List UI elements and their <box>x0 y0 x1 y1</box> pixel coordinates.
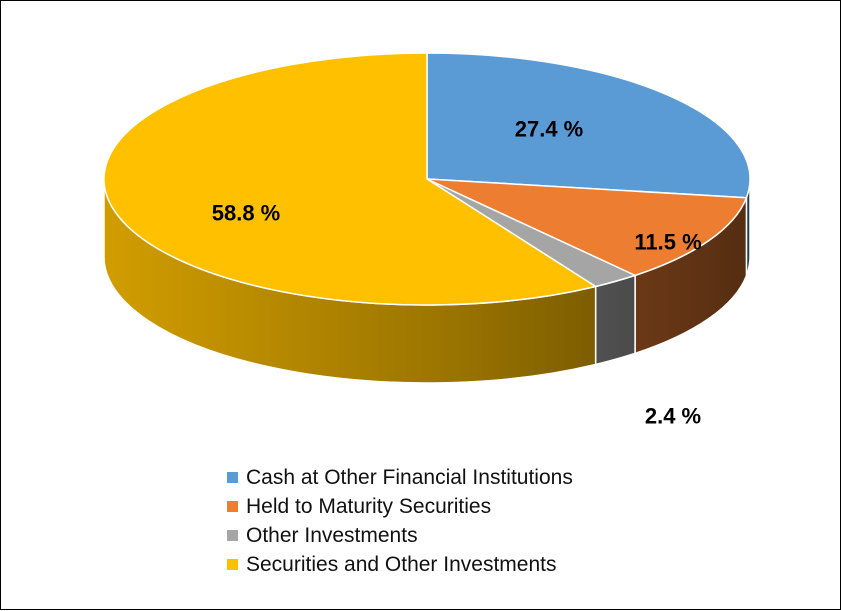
data-label-other-investments: 2.4 % <box>645 404 701 429</box>
legend-swatch-cash <box>227 472 238 483</box>
legend-label-other-investments: Other Investments <box>246 523 418 547</box>
legend-item-other-investments: Other Investments <box>227 521 647 550</box>
legend-swatch-held-to-maturity <box>227 501 238 512</box>
legend-item-held-to-maturity: Held to Maturity Securities <box>227 492 647 521</box>
legend-label-cash: Cash at Other Financial Institutions <box>246 465 573 489</box>
legend-label-held-to-maturity: Held to Maturity Securities <box>246 494 492 518</box>
pie-slice-cash <box>426 52 751 199</box>
legend-swatch-other-investments <box>227 530 238 541</box>
legend-item-cash: Cash at Other Financial Institutions <box>227 463 647 492</box>
pie-side-other-investments <box>594 274 636 366</box>
legend-item-securities: Securities and Other Investments <box>227 550 647 579</box>
legend: Cash at Other Financial Institutions Hel… <box>227 463 647 579</box>
data-label-securities: 58.8 % <box>212 201 281 226</box>
legend-label-securities: Securities and Other Investments <box>246 552 557 576</box>
pie-slice-securities <box>103 52 597 306</box>
legend-swatch-securities <box>227 559 238 570</box>
pie-slice-held-to-maturity <box>426 178 748 277</box>
data-label-cash: 27.4 % <box>515 117 584 142</box>
data-label-held-to-maturity: 11.5 % <box>634 230 701 255</box>
